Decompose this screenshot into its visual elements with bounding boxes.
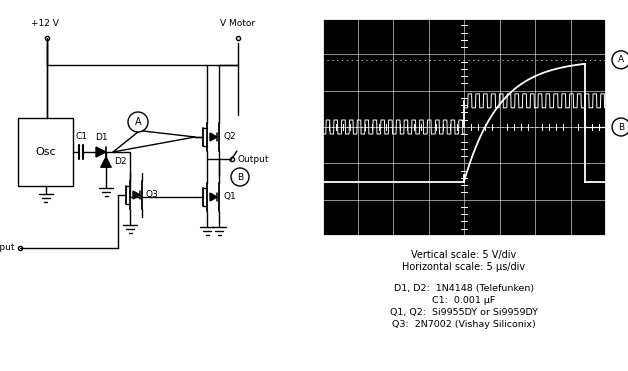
- Text: D2: D2: [114, 158, 126, 167]
- Bar: [322, 18, 606, 236]
- Text: C1:  0.001 μF: C1: 0.001 μF: [432, 296, 495, 305]
- Polygon shape: [210, 133, 217, 141]
- Text: B: B: [618, 122, 624, 131]
- Text: B: B: [237, 173, 243, 181]
- Polygon shape: [133, 191, 140, 199]
- Text: Q2: Q2: [224, 132, 237, 141]
- Bar: [18, 118, 73, 186]
- Text: A: A: [134, 117, 141, 127]
- Text: Horizontal scale: 5 μs/div: Horizontal scale: 5 μs/div: [403, 262, 526, 272]
- Polygon shape: [96, 147, 106, 157]
- Text: Input: Input: [0, 243, 15, 253]
- Text: A: A: [618, 55, 624, 64]
- Polygon shape: [101, 157, 111, 167]
- Text: +12 V: +12 V: [31, 19, 59, 28]
- Polygon shape: [210, 193, 217, 201]
- Text: D1, D2:  1N4148 (Telefunken): D1, D2: 1N4148 (Telefunken): [394, 284, 534, 293]
- Text: Osc: Osc: [35, 147, 56, 157]
- Text: Output: Output: [237, 154, 269, 164]
- Text: Vertical scale: 5 V/div: Vertical scale: 5 V/div: [411, 250, 517, 260]
- Text: Q1: Q1: [224, 193, 237, 201]
- Text: Q3: Q3: [146, 190, 159, 200]
- Text: V Motor: V Motor: [220, 19, 256, 28]
- Text: D1: D1: [95, 133, 107, 142]
- Text: Q1, Q2:  Si9955DY or Si9959DY: Q1, Q2: Si9955DY or Si9959DY: [390, 308, 538, 317]
- Text: C1: C1: [75, 132, 87, 141]
- Text: Q3:  2N7002 (Vishay Siliconix): Q3: 2N7002 (Vishay Siliconix): [392, 320, 536, 329]
